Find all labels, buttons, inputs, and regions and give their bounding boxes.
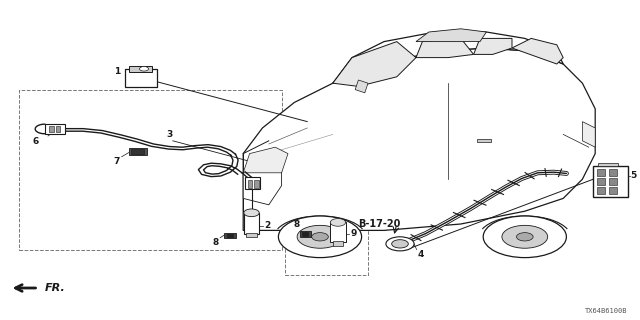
Text: 4: 4 — [418, 250, 424, 259]
Bar — [49, 126, 54, 132]
Bar — [597, 187, 605, 194]
Text: 2: 2 — [264, 221, 271, 230]
Bar — [19, 90, 282, 250]
Bar — [224, 233, 236, 238]
Bar — [285, 198, 368, 275]
Bar — [609, 178, 617, 185]
Polygon shape — [512, 38, 563, 64]
Text: 7: 7 — [113, 157, 120, 166]
Bar — [227, 234, 233, 237]
Polygon shape — [243, 147, 288, 173]
Text: 8: 8 — [212, 238, 219, 247]
Text: FR.: FR. — [45, 283, 65, 293]
Bar — [45, 124, 65, 134]
Bar — [300, 231, 311, 237]
Bar — [477, 139, 491, 142]
Bar — [598, 163, 618, 166]
Text: 1: 1 — [114, 67, 120, 76]
Bar — [248, 180, 252, 188]
Bar — [244, 213, 259, 234]
Polygon shape — [474, 38, 512, 54]
Polygon shape — [243, 160, 282, 205]
Bar — [246, 233, 257, 237]
Circle shape — [392, 240, 408, 248]
Bar — [56, 126, 60, 132]
Bar — [609, 187, 617, 194]
Circle shape — [312, 233, 328, 241]
Circle shape — [386, 237, 414, 251]
Polygon shape — [582, 122, 595, 147]
Text: TX64B6100B: TX64B6100B — [585, 308, 627, 314]
Circle shape — [140, 67, 148, 71]
Circle shape — [278, 216, 362, 258]
Text: B-17-20: B-17-20 — [358, 219, 401, 229]
Polygon shape — [333, 42, 416, 86]
Bar — [245, 177, 260, 189]
Circle shape — [502, 225, 548, 248]
Bar — [597, 178, 605, 185]
Circle shape — [516, 233, 533, 241]
Polygon shape — [243, 48, 595, 230]
Polygon shape — [416, 38, 474, 58]
Circle shape — [297, 225, 343, 248]
Bar — [597, 169, 605, 176]
Polygon shape — [416, 29, 486, 42]
Polygon shape — [333, 32, 563, 83]
Bar — [333, 241, 343, 246]
Bar — [609, 169, 617, 176]
Bar — [129, 148, 147, 155]
Bar — [302, 232, 308, 236]
Bar — [129, 66, 152, 72]
Text: 8: 8 — [294, 220, 300, 229]
Circle shape — [244, 209, 259, 217]
Polygon shape — [355, 80, 368, 93]
Bar — [254, 180, 259, 188]
Text: 6: 6 — [32, 137, 38, 146]
Bar — [593, 166, 628, 197]
Text: 9: 9 — [351, 229, 357, 238]
Text: 3: 3 — [166, 130, 173, 139]
Text: 5: 5 — [630, 172, 637, 180]
Bar — [125, 69, 157, 87]
Circle shape — [483, 216, 566, 258]
Circle shape — [330, 219, 346, 226]
Bar — [330, 222, 346, 242]
Bar — [131, 149, 144, 154]
